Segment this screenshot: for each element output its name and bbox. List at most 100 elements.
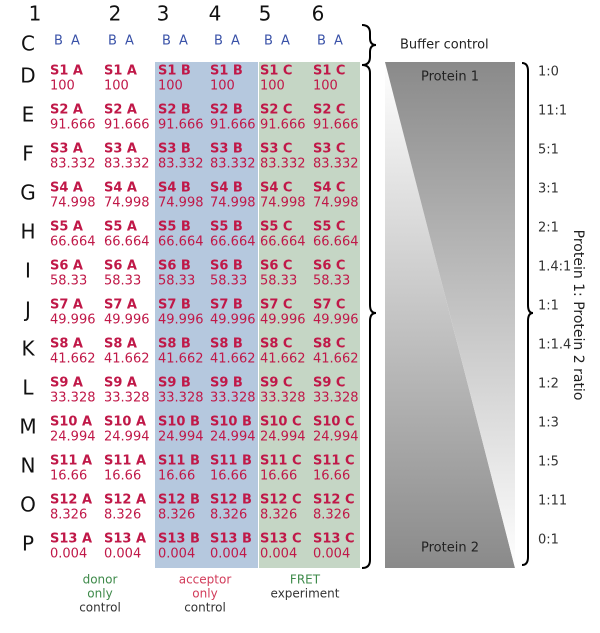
sample-label: S9 A xyxy=(104,376,137,391)
sample-label: S3 B xyxy=(210,142,243,157)
sample-label: S11 C xyxy=(313,454,355,469)
sample-value: 33.328 xyxy=(313,391,359,406)
sample-label: S8 A xyxy=(50,337,83,352)
row-letter: M xyxy=(19,415,36,439)
sample-label: S12 B xyxy=(158,493,200,508)
brace xyxy=(521,62,534,566)
sample-value: 83.332 xyxy=(50,157,96,172)
sample-value: 41.662 xyxy=(260,352,306,367)
sample-label: S5 A xyxy=(104,220,137,235)
sample-value: 33.328 xyxy=(158,391,204,406)
group-label: only xyxy=(192,587,217,601)
sample-label: S13 C xyxy=(313,532,355,547)
sample-value: 16.66 xyxy=(104,469,141,484)
sample-label: S4 C xyxy=(260,181,292,196)
sample-value: 58.33 xyxy=(104,274,141,289)
sample-value: 58.33 xyxy=(260,274,297,289)
sample-value: 41.662 xyxy=(158,352,204,367)
row-letter: L xyxy=(22,376,34,400)
sample-label: S13 A xyxy=(50,532,92,547)
sample-label: S5 B xyxy=(210,220,243,235)
buffer-label: Buffer control xyxy=(400,38,489,53)
sample-value: 16.66 xyxy=(158,469,195,484)
column-header: 5 xyxy=(259,2,272,26)
sample-label: S7 C xyxy=(260,298,292,313)
ratio-label: 3:1 xyxy=(538,182,559,197)
sample-value: 0.004 xyxy=(260,547,297,562)
sample-value: 91.666 xyxy=(260,118,306,133)
sample-label: S10 B xyxy=(158,415,200,430)
sample-label: S5 C xyxy=(260,220,292,235)
column-header: 3 xyxy=(157,2,170,26)
sample-label: S6 A xyxy=(104,259,137,274)
sample-value: 74.998 xyxy=(50,196,96,211)
ratio-label: 2:1 xyxy=(538,221,559,236)
sample-value: 91.666 xyxy=(104,118,150,133)
sample-label: S2 B xyxy=(158,103,191,118)
ratio-label: 11:1 xyxy=(538,104,567,119)
sample-value: 100 xyxy=(104,79,129,94)
sample-label: S10 A xyxy=(104,415,146,430)
group-label: FRET xyxy=(290,573,321,587)
sample-value: 74.998 xyxy=(313,196,359,211)
sample-value: 66.664 xyxy=(50,235,96,250)
protein-top: Protein 1 xyxy=(421,70,479,85)
sample-label: S4 B xyxy=(210,181,243,196)
sample-value: 49.996 xyxy=(104,313,150,328)
sample-label: S10 B xyxy=(210,415,252,430)
column-header: 2 xyxy=(109,2,122,26)
sample-value: 66.664 xyxy=(313,235,359,250)
group-label: acceptor xyxy=(179,573,232,587)
row-letter: J xyxy=(23,298,31,322)
sample-value: 49.996 xyxy=(210,313,256,328)
sample-label: S1 C xyxy=(260,64,292,79)
sample-label: S12 A xyxy=(104,493,146,508)
sample-label: S6 B xyxy=(210,259,243,274)
sample-label: S1 C xyxy=(313,64,345,79)
gradient-right xyxy=(385,62,515,568)
sample-label: S4 A xyxy=(50,181,83,196)
sample-label: S3 C xyxy=(260,142,292,157)
row-letter: N xyxy=(21,454,36,478)
sample-label: S11 B xyxy=(158,454,200,469)
sample-label: S1 A xyxy=(104,64,137,79)
sample-label: S13 A xyxy=(104,532,146,547)
buffer-cell: B A xyxy=(317,34,345,49)
sample-label: S2 C xyxy=(313,103,345,118)
sample-label: S12 C xyxy=(313,493,355,508)
column-header: 6 xyxy=(312,2,325,26)
sample-value: 33.328 xyxy=(210,391,256,406)
row-letter: E xyxy=(22,103,35,127)
sample-label: S7 A xyxy=(50,298,83,313)
sample-label: S8 B xyxy=(210,337,243,352)
sample-value: 58.33 xyxy=(158,274,195,289)
sample-value: 83.332 xyxy=(313,157,359,172)
sample-label: S13 B xyxy=(210,532,252,547)
sample-label: S4 C xyxy=(313,181,345,196)
sample-label: S5 C xyxy=(313,220,345,235)
sample-label: S6 C xyxy=(313,259,345,274)
sample-label: S2 B xyxy=(210,103,243,118)
sample-value: 24.994 xyxy=(158,430,204,445)
row-letter: K xyxy=(21,337,35,361)
sample-label: S12 A xyxy=(50,493,92,508)
sample-label: S4 B xyxy=(158,181,191,196)
buffer-cell: B A xyxy=(54,34,82,49)
group-label: donor xyxy=(83,573,118,587)
row-letter: H xyxy=(20,220,35,244)
row-letter: C xyxy=(21,32,35,56)
sample-value: 41.662 xyxy=(210,352,256,367)
sample-label: S1 B xyxy=(210,64,243,79)
fret-band xyxy=(259,62,360,568)
sample-label: S9 A xyxy=(50,376,83,391)
sample-value: 49.996 xyxy=(50,313,96,328)
row-letter: F xyxy=(22,142,34,166)
sample-label: S7 A xyxy=(104,298,137,313)
sample-label: S2 A xyxy=(50,103,83,118)
ratio-axis-label: Protein 1: Protein 2 ratio xyxy=(570,230,586,401)
ratio-label: 1:3 xyxy=(538,416,559,431)
sample-value: 24.994 xyxy=(210,430,256,445)
sample-value: 41.662 xyxy=(313,352,359,367)
sample-label: S9 C xyxy=(313,376,345,391)
group-label: control xyxy=(79,601,121,615)
